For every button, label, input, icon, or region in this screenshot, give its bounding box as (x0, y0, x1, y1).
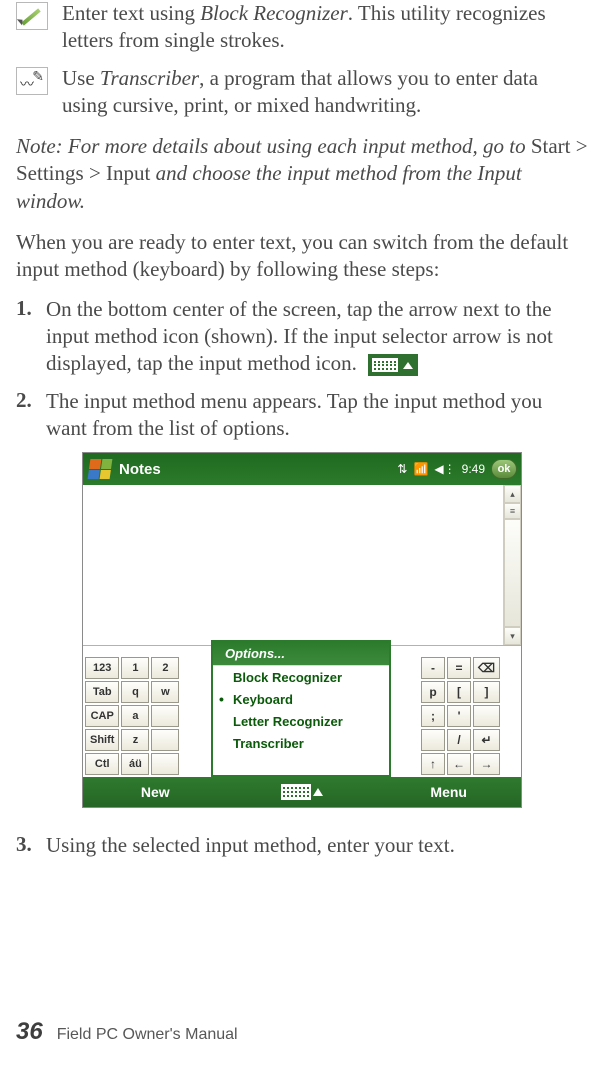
softkey-menu[interactable]: Menu (376, 784, 521, 800)
chevron-up-icon (403, 362, 413, 369)
volume-icon: ◀⋮ (434, 462, 455, 476)
menu-item-transcriber[interactable]: Transcriber (213, 732, 389, 754)
menu-item-letter-recognizer[interactable]: Letter Recognizer (213, 710, 389, 732)
path: Input (106, 161, 150, 185)
onscreen-keyboard-left[interactable]: 12312 Tabqw CAPa Shiftz Ctláü (83, 655, 181, 777)
status-icons: ⇅ 📶 ◀⋮ 9:49 (397, 462, 485, 476)
feature-text: Use Transcriber, a program that allows y… (62, 65, 588, 120)
page-footer: 36 Field PC Owner's Manual (16, 1018, 238, 1046)
key[interactable]: áü (121, 753, 149, 775)
start-icon[interactable] (88, 459, 113, 479)
onscreen-keyboard-right[interactable]: -=⌫ p[] ;' /↵ ↑←→ (419, 655, 502, 777)
key[interactable] (151, 729, 179, 751)
menu-item-block-recognizer[interactable]: Block Recognizer (213, 666, 389, 688)
path: Settings (16, 161, 84, 185)
step-text: Using the selected input method, enter y… (46, 832, 455, 859)
em: Transcriber (100, 66, 199, 90)
connectivity-icon: ⇅ (397, 462, 407, 476)
softkey-sip[interactable] (228, 784, 377, 800)
input-method-menu: Options... Block Recognizer Keyboard Let… (211, 640, 391, 777)
step-3: Using the selected input method, enter y… (16, 832, 588, 859)
key[interactable]: a (121, 705, 149, 727)
key[interactable]: p (421, 681, 445, 703)
note-paragraph: Note: For more details about using each … (16, 133, 588, 215)
t: Use (62, 66, 100, 90)
key[interactable]: 123 (85, 657, 119, 679)
key[interactable]: → (473, 753, 500, 775)
signal-icon: 📶 (413, 462, 428, 476)
ok-button[interactable]: ok (491, 459, 517, 479)
scribble-icon (16, 67, 48, 95)
key[interactable] (151, 705, 179, 727)
menu-item-keyboard[interactable]: Keyboard (213, 688, 389, 710)
sip-area: 12312 Tabqw CAPa Shiftz Ctláü -=⌫ p[] ;'… (83, 645, 521, 777)
key[interactable]: ↵ (473, 729, 500, 751)
steps-list-cont: Using the selected input method, enter y… (16, 832, 588, 859)
steps-list: On the bottom center of the screen, tap … (16, 296, 588, 442)
key[interactable]: [ (447, 681, 471, 703)
softkey-bar: New Menu (83, 777, 521, 807)
feature-transcriber: Use Transcriber, a program that allows y… (16, 65, 588, 120)
key[interactable]: ; (421, 705, 445, 727)
key[interactable]: - (421, 657, 445, 679)
key[interactable]: 2 (151, 657, 179, 679)
menu-options[interactable]: Options... (213, 642, 389, 666)
input-method-icon (368, 354, 418, 376)
notes-canvas[interactable]: ▴ ≡ ▾ (83, 485, 521, 645)
step-1: On the bottom center of the screen, tap … (16, 296, 588, 378)
t: Enter text using (62, 1, 200, 25)
key[interactable]: Ctl (85, 753, 119, 775)
step-2: The input method menu appears. Tap the i… (16, 388, 588, 443)
clock: 9:49 (462, 462, 485, 476)
scrollbar[interactable]: ▴ ≡ ▾ (503, 485, 521, 645)
feature-text: Enter text using Block Recognizer. This … (62, 0, 588, 55)
key[interactable]: ← (447, 753, 471, 775)
intro-para: When you are ready to enter text, you ca… (16, 229, 588, 284)
key[interactable]: ] (473, 681, 500, 703)
scroll-up-icon[interactable]: ▴ (504, 485, 521, 503)
key[interactable]: CAP (85, 705, 119, 727)
step-text: The input method menu appears. Tap the i… (46, 388, 588, 443)
titlebar: Notes ⇅ 📶 ◀⋮ 9:49 ok (83, 453, 521, 485)
key[interactable] (421, 729, 445, 751)
app-title: Notes (119, 461, 397, 478)
footer-title: Field PC Owner's Manual (57, 1026, 238, 1044)
softkey-new[interactable]: New (83, 784, 228, 800)
note-pre: Note: For more details about using each … (16, 134, 531, 158)
key[interactable]: z (121, 729, 149, 751)
key[interactable]: ↑ (421, 753, 445, 775)
scroll-thumb[interactable]: ≡ (504, 503, 521, 519)
key[interactable]: w (151, 681, 179, 703)
device-frame: Notes ⇅ 📶 ◀⋮ 9:49 ok ▴ ≡ ▾ 12312 Tabqw (82, 452, 522, 808)
keyboard-icon (281, 784, 311, 800)
key[interactable] (151, 753, 179, 775)
sep: > (571, 134, 588, 158)
key[interactable]: 1 (121, 657, 149, 679)
key[interactable]: ' (447, 705, 471, 727)
chevron-up-icon (313, 788, 323, 796)
key[interactable]: ⌫ (473, 657, 500, 679)
pencil-icon (16, 2, 48, 30)
scroll-track[interactable] (504, 519, 521, 627)
path: Start (531, 134, 571, 158)
key[interactable]: q (121, 681, 149, 703)
figure-input-menu: Notes ⇅ 📶 ◀⋮ 9:49 ok ▴ ≡ ▾ 12312 Tabqw (16, 452, 588, 808)
em: Block Recognizer (200, 1, 348, 25)
key[interactable]: Shift (85, 729, 119, 751)
key[interactable]: / (447, 729, 471, 751)
page-number: 36 (16, 1018, 43, 1046)
key[interactable] (473, 705, 500, 727)
scroll-down-icon[interactable]: ▾ (504, 627, 521, 645)
sep: > (84, 161, 106, 185)
keyboard-icon (372, 358, 398, 372)
step-text: On the bottom center of the screen, tap … (46, 297, 553, 376)
feature-block-recognizer: Enter text using Block Recognizer. This … (16, 0, 588, 55)
key[interactable]: Tab (85, 681, 119, 703)
key[interactable]: = (447, 657, 471, 679)
